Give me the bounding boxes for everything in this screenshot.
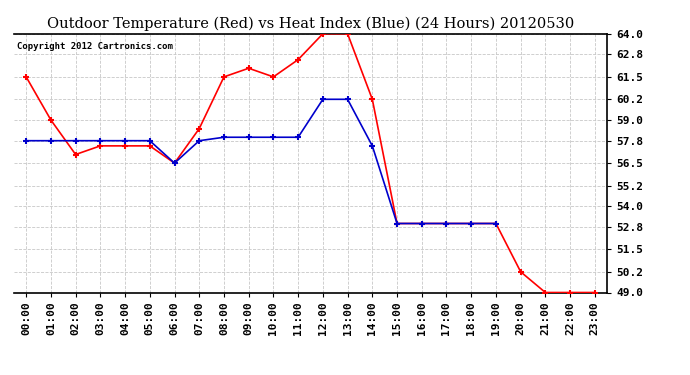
Title: Outdoor Temperature (Red) vs Heat Index (Blue) (24 Hours) 20120530: Outdoor Temperature (Red) vs Heat Index …: [47, 17, 574, 31]
Text: Copyright 2012 Cartronics.com: Copyright 2012 Cartronics.com: [17, 42, 172, 51]
